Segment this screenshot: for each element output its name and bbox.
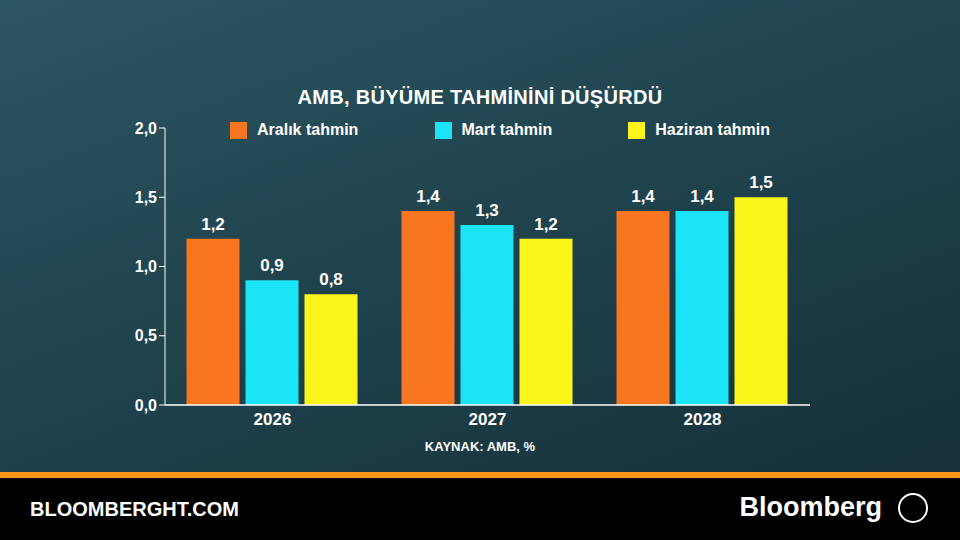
svg-text:0,9: 0,9 bbox=[260, 256, 284, 275]
html-text:Mart tahmin: Mart tahmin bbox=[461, 121, 553, 138]
html-text:Bloomberg: Bloomberg bbox=[739, 492, 882, 522]
svg-text:2,0: 2,0 bbox=[135, 120, 157, 137]
svg-text:1,4: 1,4 bbox=[690, 187, 714, 206]
html-text:BLOOMBERGHT.COM: BLOOMBERGHT.COM bbox=[30, 498, 239, 520]
html-text:Haziran tahmin: Haziran tahmin bbox=[655, 121, 770, 138]
svg-text:1,4: 1,4 bbox=[631, 187, 655, 206]
svg-text:1,0: 1,0 bbox=[135, 258, 157, 275]
svg-text:1,5: 1,5 bbox=[749, 173, 773, 192]
svg-text:1,2: 1,2 bbox=[201, 215, 225, 234]
svg-text:2028: 2028 bbox=[684, 410, 722, 429]
html-text:KAYNAK: AMB, %: KAYNAK: AMB, % bbox=[424, 439, 536, 454]
svg-text:0,0: 0,0 bbox=[135, 397, 157, 414]
svg-text:1,4: 1,4 bbox=[416, 187, 440, 206]
svg-text:2027: 2027 bbox=[469, 410, 507, 429]
svg-text:1,2: 1,2 bbox=[534, 215, 558, 234]
svg-text:0,8: 0,8 bbox=[319, 270, 343, 289]
svg-text:1,5: 1,5 bbox=[135, 189, 157, 206]
html-text:AMB, BÜYÜME TAHMİNİNİ DÜŞÜRDÜ: AMB, BÜYÜME TAHMİNİNİ DÜŞÜRDÜ bbox=[297, 86, 663, 108]
svg-text:1,3: 1,3 bbox=[475, 201, 499, 220]
html-text:Aralık tahmin: Aralık tahmin bbox=[257, 121, 359, 138]
svg-text:2026: 2026 bbox=[254, 410, 292, 429]
svg-text:0,5: 0,5 bbox=[135, 327, 157, 344]
